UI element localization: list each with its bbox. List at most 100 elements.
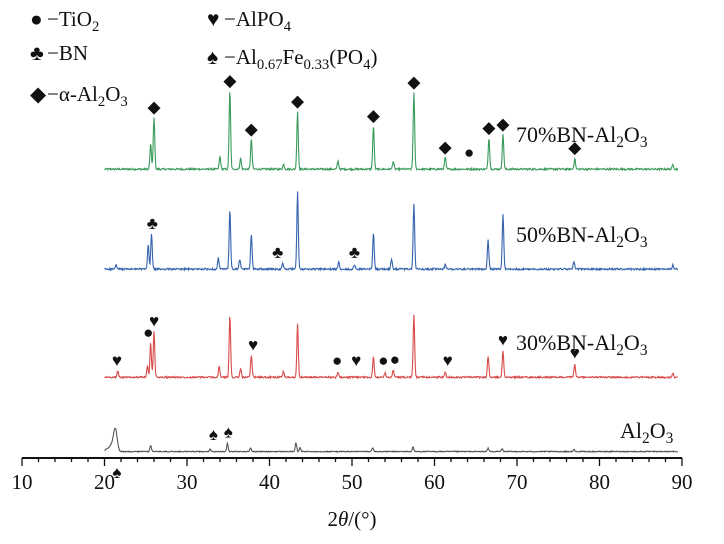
legend-label-part: −Al [224,45,257,69]
x-tick-label: 10 [12,470,33,494]
series-label-part: 3 [640,342,648,359]
legend-label: −Al0.67Fe0.33(PO4) [224,45,377,73]
series-group: ♥●♥♥● ♥ ● ● ♥♥♥30%BN-Al2O3 [104,312,678,380]
series-label-part: 2 [616,234,624,251]
heart-marker-icon: ♥ [207,7,219,31]
series-label-part: 3 [666,430,674,447]
series-label-part: O [650,418,666,443]
x-tick-label: 30 [177,470,198,494]
club-marker-icon: ♣ [30,41,44,65]
series-label: Al2O3 [620,418,674,447]
legend-label-part: Fe [283,45,304,69]
heart-marker-icon: ♥ [112,351,122,370]
heart-marker-icon: ♥ [351,351,361,370]
series-line [104,191,679,272]
legend-label-part: O [105,82,120,106]
diamond-marker-icon: ◆ [245,119,259,138]
legend-item: ◆ −α-Al2O3 [30,82,128,110]
series-label: 30%BN-Al2O3 [516,330,648,359]
legend-label-part: (PO [329,45,363,69]
circle-marker-icon: ● [390,350,400,369]
series-label-part: 3 [640,134,648,151]
circle-marker-icon: ● [378,351,388,370]
x-tick-label: 70 [507,470,528,494]
legend-label: −BN [47,41,88,65]
x-tick-label: 50 [342,470,363,494]
series-label-part: O [624,222,640,247]
series-group: ♣ ♣ ♣ 50%BN-Al2O3 [104,191,679,272]
x-axis: 10 20 30 40 50 60 70 80 90 2θ/(°) [12,457,693,531]
plot-area: ◆◆◆◆◆◆◆ ●◆ ◆◆70%BN-Al2O3♣♣ ♣50%BN-Al2O3♥●♥♥… [104,71,679,482]
series-label-part: 2 [616,342,624,359]
x-axis-title: 2θ/(°) [327,507,376,531]
series-label-part: 50%BN-Al [516,222,616,247]
legend-label: −AlPO4 [224,7,292,35]
club-marker-icon: ♣ [272,243,283,262]
series-label-part: 3 [640,234,648,251]
series-label: 70%BN-Al2O3 [516,122,648,151]
series-label-part: 2 [642,430,650,447]
series-label: 50%BN-Al2O3 [516,222,648,251]
series-label-part: O [624,330,640,355]
spade-marker-icon: ♠ [209,425,218,444]
legend-item: ♣ −BN [30,41,88,65]
x-tick-label: 90 [672,470,693,494]
x-tick-label: 80 [589,470,610,494]
heart-marker-icon: ♥ [149,312,159,331]
circle-marker-icon: ● [464,143,474,162]
series-line [104,427,679,454]
heart-marker-icon: ♥ [498,331,508,350]
x-tick-label: 60 [424,470,445,494]
legend-label-part: 4 [284,19,292,35]
diamond-marker-icon: ◆ [223,71,237,90]
series-label-part: O [624,122,640,147]
circle-marker-icon: ● [332,351,342,370]
x-tick-label: 20 [94,470,115,494]
legend-label-part: ) [370,45,377,69]
spade-marker-icon: ♠ [224,423,233,442]
diamond-marker-icon: ◆ [439,137,453,156]
series-label-part: Al [620,418,642,443]
series-label-part: 30%BN-Al [516,330,616,355]
legend-label-part: 2 [92,19,99,35]
diamond-marker-icon: ◆ [407,73,421,92]
series-group: ♠ ♠ ♠ Al2O3 [104,418,679,482]
circle-marker-icon: ● [143,323,153,342]
legend-label-part: −α-Al [47,82,98,106]
legend-label-part: −TiO [47,7,92,31]
legend-label-part: 4 [363,57,371,73]
legend-item: ● −TiO2 [30,7,99,35]
x-axis-title-theta: θ [338,507,348,531]
diamond-marker-icon: ◆ [496,115,510,134]
diamond-marker-icon: ◆ [482,118,496,137]
spade-marker-icon: ♠ [207,45,218,69]
diamond-marker-icon: ◆ [568,138,582,157]
heart-marker-icon: ♥ [570,344,580,363]
spade-marker-icon: ♠ [112,463,121,482]
diamond-marker-icon: ◆ [367,106,381,125]
legend-label: −α-Al2O3 [47,82,128,110]
diamond-marker-icon: ◆ [291,91,305,110]
series-line [104,92,679,172]
circle-marker-icon: ● [30,7,43,31]
club-marker-icon: ♣ [349,243,360,262]
legend-item: ♠ −Al0.67Fe0.33(PO4) [207,45,377,73]
series-line [104,314,678,380]
series-label-part: 70%BN-Al [516,122,616,147]
x-axis-title-suffix: /(°) [348,507,376,531]
x-axis-title-prefix: 2 [327,507,338,531]
series-label-part: 2 [616,134,624,151]
x-tick-label: 40 [259,470,280,494]
legend-label-part: −BN [47,41,88,65]
diamond-marker-icon: ◆ [147,98,161,117]
legend: ● −TiO2♣ −BN◆ −α-Al2O3♥ −AlPO4♠ −Al0.67Fe0.33… [30,7,377,110]
legend-label-part: 2 [98,94,105,110]
legend-label: −TiO2 [47,7,99,35]
legend-label-part: 0.67 [257,57,283,73]
club-marker-icon: ♣ [147,214,158,233]
legend-label-part: 3 [120,94,127,110]
legend-label-part: 0.33 [304,57,330,73]
diamond-marker-icon: ◆ [30,82,47,106]
legend-label-part: −AlPO [224,7,284,31]
